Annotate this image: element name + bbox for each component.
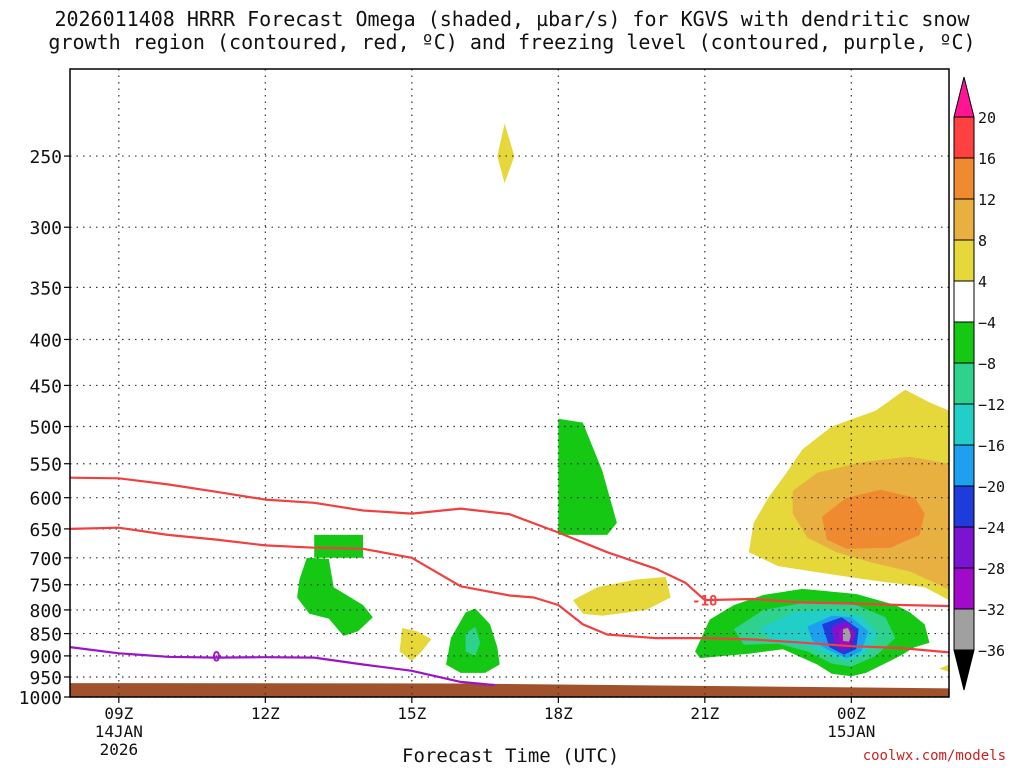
contour-layer: 0 -18 [69, 476, 950, 687]
omega-region-6 [822, 489, 925, 549]
plot-layer [70, 123, 949, 697]
credit-text: coolwx.com/models [862, 748, 1006, 764]
y-tick-label-500: 500 [29, 418, 62, 439]
plot-frame [69, 68, 950, 698]
colorbar-label-7: −12 [978, 396, 1005, 414]
colorbar-swatch-11 [953, 567, 975, 610]
colorbar-label-11: −28 [978, 560, 1005, 578]
y-tick-label-700: 700 [29, 549, 62, 570]
x-axis-title: Forecast Time (UTC) [402, 745, 620, 767]
colorbar-layer: 20 16 12 8 4 −4 −8 −12 −16 −20 −24 −28 −32 −36 [953, 76, 1005, 691]
frame-layer [69, 68, 950, 698]
axis-layer: 2503003504004505005506006507007508008509… [19, 147, 876, 759]
colorbar-bottom-arrow [953, 649, 975, 691]
omega-region-8 [314, 534, 363, 558]
colorbar-top-arrow [953, 76, 975, 118]
y-tick-label-400: 400 [29, 330, 62, 351]
colorbar-label-8: −16 [978, 437, 1005, 455]
x-tick-label-00Z-0: 00Z [837, 704, 866, 723]
colorbar-swatch-9 [953, 485, 975, 528]
omega-region-9 [297, 557, 373, 636]
contour-line-0 [69, 476, 950, 608]
colorbar-swatch-10 [953, 526, 975, 569]
colorbar-swatch-8 [953, 444, 975, 487]
x-tick-label-12Z-0: 12Z [251, 704, 280, 723]
colorbar-swatch-7 [953, 403, 975, 446]
x-tick-label-18Z-0: 18Z [544, 704, 573, 723]
y-tick-label-300: 300 [29, 218, 62, 239]
colorbar-swatch-4 [953, 280, 975, 323]
colorbar-label-6: −8 [978, 355, 996, 373]
y-tick-label-650: 650 [29, 520, 62, 541]
y-tick-label-350: 350 [29, 278, 62, 299]
y-tick-label-800: 800 [29, 601, 62, 622]
ground-surface [70, 683, 949, 697]
colorbar-swatch-0 [953, 116, 975, 159]
colorbar-label-13: −36 [978, 642, 1005, 660]
omega-region-19 [843, 628, 852, 642]
colorbar-label-4: 4 [978, 273, 987, 291]
y-tick-label-550: 550 [29, 455, 62, 476]
y-tick-label-600: 600 [29, 489, 62, 510]
colorbar-label-5: −4 [978, 314, 996, 332]
colorbar-label-1: 16 [978, 150, 996, 168]
colorbar-swatch-6 [953, 362, 975, 405]
contour-label-0: 0 [212, 649, 220, 665]
y-tick-label-450: 450 [29, 376, 62, 397]
contour-label-1: -18 [692, 594, 717, 610]
colorbar-label-9: −20 [978, 478, 1005, 496]
chart-title-line-2: growth region (contoured, red, ºC) and f… [48, 30, 976, 54]
x-tick-label-00Z-1: 15JAN [827, 722, 875, 741]
x-tick-label-15Z-0: 15Z [397, 704, 426, 723]
x-tick-label-09Z-1: 14JAN [95, 722, 143, 741]
grid-layer [70, 69, 949, 698]
omega-region-1 [399, 628, 432, 662]
x-tick-label-09Z-2: 2026 [100, 740, 139, 759]
colorbar-swatch-5 [953, 321, 975, 364]
colorbar-label-2: 12 [978, 191, 996, 209]
colorbar-swatch-12 [953, 608, 975, 651]
colorbar-label-10: −24 [978, 519, 1005, 537]
y-tick-label-750: 750 [29, 576, 62, 597]
omega-region-2 [573, 576, 671, 616]
chart-title-line-1: 2026011408 HRRR Forecast Omega (shaded, … [54, 7, 970, 31]
colorbar-label-0: 20 [978, 109, 996, 127]
x-tick-label-21Z-0: 21Z [690, 704, 719, 723]
contour-line-1 [69, 526, 950, 654]
y-tick-label-850: 850 [29, 625, 62, 646]
y-tick-label-950: 950 [29, 668, 62, 689]
colorbar-swatch-2 [953, 198, 975, 241]
colorbar-swatch-1 [953, 157, 975, 200]
x-tick-label-09Z-0: 09Z [104, 704, 133, 723]
y-tick-label-250: 250 [29, 147, 62, 168]
omega-region-4 [939, 664, 949, 672]
y-tick-label-1000: 1000 [19, 688, 62, 709]
omega-region-7 [558, 418, 617, 535]
colorbar-swatch-3 [953, 239, 975, 282]
y-tick-label-900: 900 [29, 647, 62, 668]
contour-line-2 [69, 646, 495, 687]
colorbar-label-3: 8 [978, 232, 987, 250]
omega-region-12 [465, 626, 481, 656]
colorbar-label-12: −32 [978, 601, 1005, 619]
omega-region-0 [497, 123, 515, 184]
